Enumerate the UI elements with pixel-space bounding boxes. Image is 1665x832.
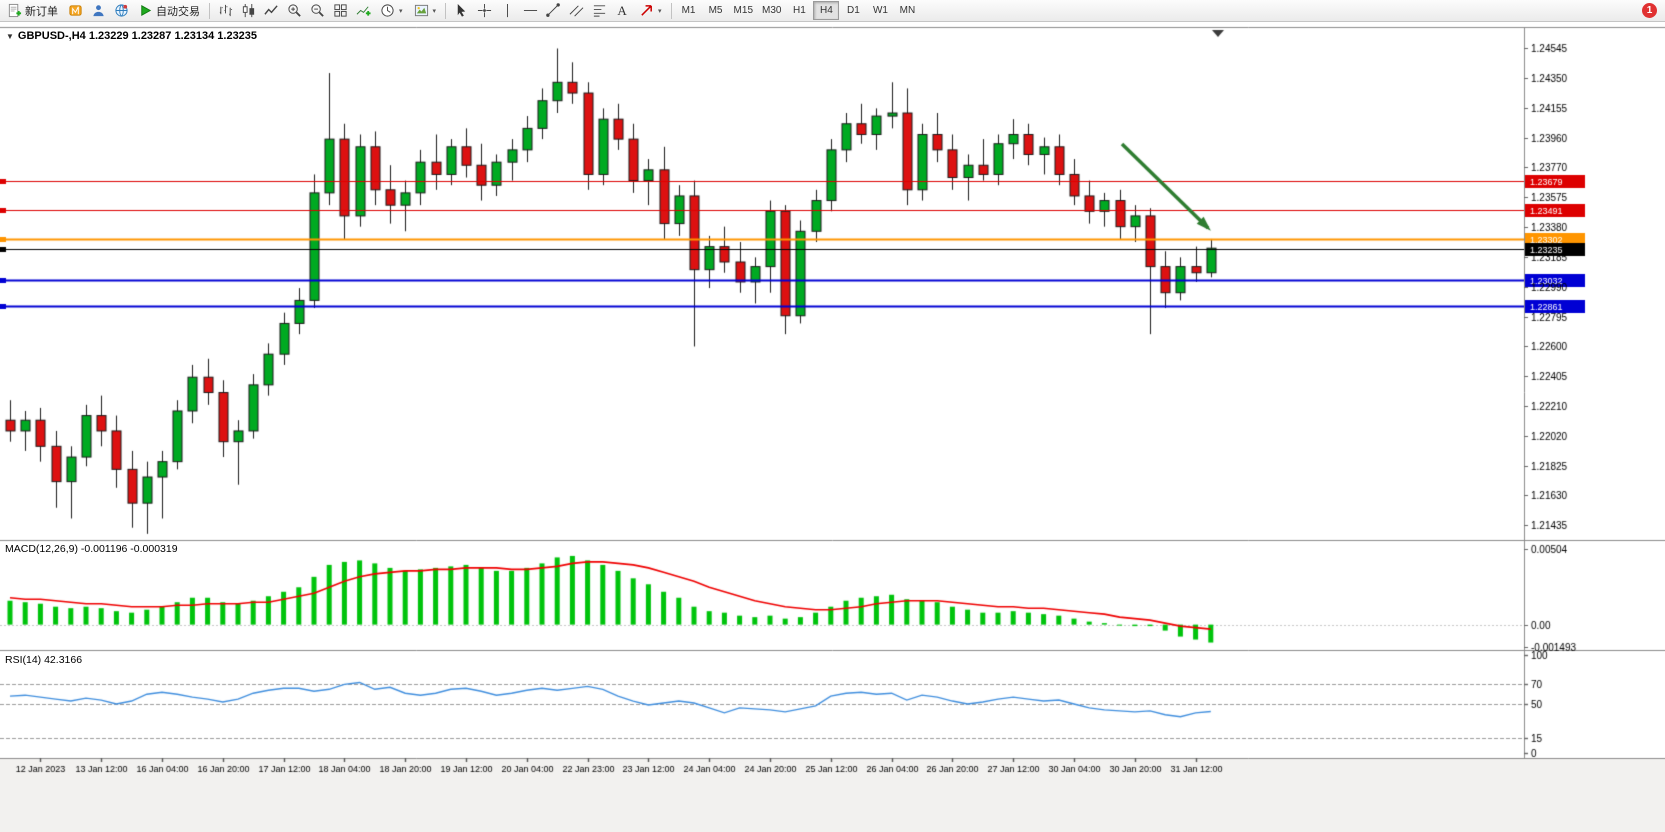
autotrading-button[interactable]: 自动交易 bbox=[133, 1, 205, 21]
toolbar-separator bbox=[209, 2, 210, 19]
price-chart-canvas[interactable] bbox=[0, 22, 1665, 832]
text-tool-icon: A bbox=[617, 2, 627, 18]
tf-button-m1[interactable]: M1 bbox=[676, 1, 702, 20]
arrow-tool-icon bbox=[639, 3, 654, 18]
vertical-line-icon bbox=[500, 3, 515, 18]
new-order-button[interactable]: 新订单 bbox=[2, 1, 63, 21]
market-icon bbox=[68, 3, 83, 18]
new-order-icon bbox=[7, 3, 22, 18]
tf-button-h4[interactable]: H4 bbox=[813, 1, 840, 20]
tf-button-mn[interactable]: MN bbox=[894, 1, 920, 20]
chart-gbpusd-h4: ▼ GBPUSD-,H4 1.23229 1.23287 1.23134 1.2… bbox=[0, 22, 1665, 832]
cursor-icon bbox=[454, 3, 469, 18]
rsi-indicator-label: RSI(14) 42.3166 bbox=[5, 654, 83, 666]
autotrading-label: 自动交易 bbox=[156, 5, 200, 18]
trendline-icon bbox=[545, 3, 561, 18]
line-chart-icon bbox=[263, 3, 279, 18]
notification-badge[interactable]: 1 bbox=[1642, 3, 1657, 18]
toolbar-separator bbox=[445, 2, 447, 19]
tf-button-m5[interactable]: M5 bbox=[703, 1, 729, 20]
website-button[interactable] bbox=[110, 1, 132, 21]
bar-chart-button[interactable] bbox=[214, 1, 236, 21]
tf-button-m15[interactable]: M15 bbox=[730, 1, 757, 20]
toolbar-separator bbox=[670, 2, 672, 19]
main-toolbar: 新订单 自动交易 ▾ ▾ A ▾ M1 M5 M15 M30 H1 bbox=[0, 0, 1665, 22]
template-image-icon bbox=[414, 3, 429, 18]
tile-windows-button[interactable] bbox=[329, 1, 351, 21]
vertical-line-tool-button[interactable] bbox=[496, 1, 518, 21]
candlestick-chart-button[interactable] bbox=[237, 1, 259, 21]
channel-tool-button[interactable] bbox=[565, 1, 587, 21]
zoom-in-icon bbox=[287, 3, 302, 18]
tile-windows-icon bbox=[333, 3, 348, 18]
horizontal-line-icon bbox=[523, 3, 538, 18]
new-order-label: 新订单 bbox=[25, 5, 58, 18]
periods-button[interactable]: ▾ bbox=[375, 1, 408, 21]
tf-button-h1[interactable]: H1 bbox=[786, 1, 812, 20]
line-chart-button[interactable] bbox=[260, 1, 282, 21]
chevron-down-icon: ▾ bbox=[432, 7, 437, 15]
fibonacci-tool-button[interactable] bbox=[588, 1, 610, 21]
text-tool-button[interactable]: A bbox=[611, 1, 633, 21]
community-button[interactable] bbox=[87, 1, 109, 21]
templates-button[interactable]: ▾ bbox=[409, 1, 442, 21]
tf-button-m30[interactable]: M30 bbox=[758, 1, 785, 20]
trendline-tool-button[interactable] bbox=[542, 1, 564, 21]
channel-icon bbox=[569, 3, 584, 18]
bar-chart-icon bbox=[218, 3, 233, 18]
zoom-out-icon bbox=[310, 3, 325, 18]
clock-icon bbox=[380, 3, 395, 18]
crosshair-tool-button[interactable] bbox=[473, 1, 495, 21]
indicators-add-icon bbox=[356, 3, 371, 18]
symbol-ohlc-text: GBPUSD-,H4 1.23229 1.23287 1.23134 1.232… bbox=[17, 30, 258, 42]
tf-button-d1[interactable]: D1 bbox=[840, 1, 866, 20]
chevron-down-icon: ▾ bbox=[399, 7, 403, 15]
one-click-trading-toggle[interactable]: ▼ bbox=[6, 31, 14, 41]
zoom-out-button[interactable] bbox=[306, 1, 328, 21]
person-icon bbox=[91, 3, 106, 18]
autotrading-play-icon bbox=[138, 3, 153, 18]
macd-indicator-label: MACD(12,26,9) -0.001196 -0.000319 bbox=[5, 543, 178, 555]
globe-icon bbox=[114, 3, 129, 18]
mql5-market-button[interactable] bbox=[64, 1, 86, 21]
zoom-in-button[interactable] bbox=[283, 1, 305, 21]
horizontal-line-tool-button[interactable] bbox=[519, 1, 541, 21]
cursor-tool-button[interactable] bbox=[450, 1, 472, 21]
chart-symbol-title: ▼ GBPUSD-,H4 1.23229 1.23287 1.23134 1.2… bbox=[6, 30, 257, 42]
crosshair-icon bbox=[477, 3, 492, 18]
indicators-button[interactable] bbox=[352, 1, 374, 21]
tf-button-w1[interactable]: W1 bbox=[867, 1, 893, 20]
fibonacci-icon bbox=[592, 3, 607, 18]
arrows-tool-button[interactable]: ▾ bbox=[634, 1, 667, 21]
candlestick-icon bbox=[241, 3, 256, 18]
chevron-down-icon: ▾ bbox=[658, 7, 662, 15]
